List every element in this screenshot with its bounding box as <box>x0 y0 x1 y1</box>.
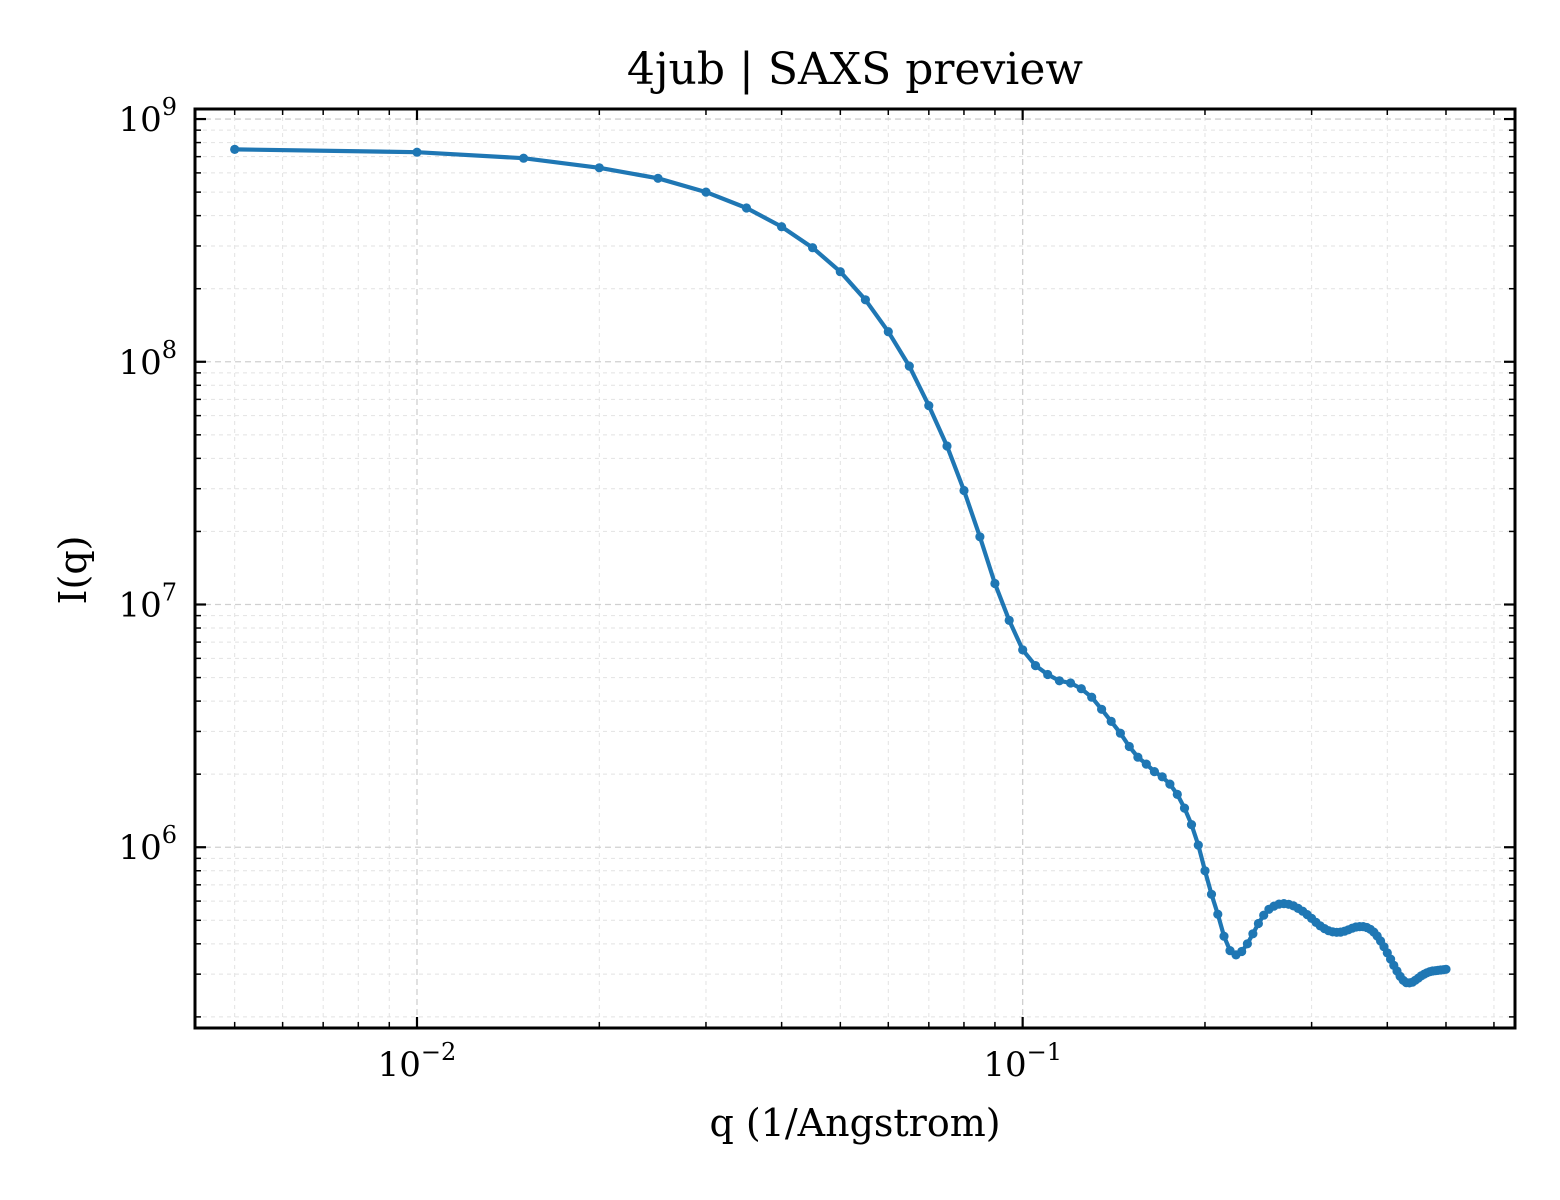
data-point <box>959 485 969 496</box>
data-point <box>1115 728 1125 738</box>
y-axis-label: I(q) <box>51 536 95 605</box>
data-point <box>1253 918 1263 929</box>
data-point <box>1157 772 1167 782</box>
major-grid <box>195 109 1515 1028</box>
data-point <box>1165 779 1175 789</box>
data-point <box>1441 964 1451 974</box>
data-point <box>1200 866 1210 876</box>
data-point <box>1054 676 1064 686</box>
y-tick-label: 109 <box>118 93 177 140</box>
data-point <box>1172 789 1182 800</box>
tick-labels: 10−2 10−1 106 107 108 109 <box>118 93 1062 1085</box>
data-point <box>1133 752 1143 762</box>
axis-ticks <box>195 109 1515 1028</box>
data-point <box>1043 669 1053 680</box>
data-point <box>975 532 985 542</box>
data-point <box>904 361 914 371</box>
data-point <box>1259 910 1269 920</box>
data-point <box>1106 716 1116 727</box>
data-point <box>741 203 752 213</box>
data-point <box>1141 759 1151 769</box>
data-point <box>942 441 952 451</box>
chart-title: 4jub | SAXS preview <box>627 44 1084 95</box>
data-point <box>1087 692 1097 702</box>
data-point <box>701 187 711 197</box>
data-point <box>230 144 240 154</box>
data-point <box>1248 929 1258 939</box>
x-tick-label: 10−2 <box>378 1038 457 1085</box>
data-point <box>1186 820 1197 830</box>
data-point <box>1004 615 1014 626</box>
data-point <box>1213 909 1223 919</box>
plot-frame <box>193 107 1517 1030</box>
data-point <box>519 153 529 163</box>
data-point <box>1124 741 1134 752</box>
data-point <box>860 295 871 305</box>
y-tick-label: 107 <box>118 579 177 626</box>
data-point <box>594 163 604 173</box>
data-point <box>924 401 934 411</box>
data-point <box>1242 939 1252 949</box>
data-point <box>1097 704 1107 714</box>
data-point <box>1193 840 1203 850</box>
y-tick-label: 108 <box>118 336 177 383</box>
data-point <box>1149 767 1159 777</box>
data-point <box>1066 678 1076 688</box>
data-point <box>653 173 663 183</box>
data-point <box>1179 803 1190 813</box>
data-point <box>1219 931 1229 941</box>
data-point <box>777 222 787 232</box>
data-point <box>1237 946 1247 957</box>
y-tick-label: 106 <box>118 821 177 868</box>
x-axis-label: q (1/Angstrom) <box>709 1101 1000 1145</box>
data-point <box>808 243 818 253</box>
data-point <box>412 147 422 157</box>
data-point <box>1076 684 1086 694</box>
data-point <box>1206 889 1217 899</box>
data-point <box>990 578 1000 589</box>
data-point <box>1030 661 1041 671</box>
data-point <box>1018 645 1028 655</box>
data-point <box>835 267 845 277</box>
series-layer <box>230 144 1451 988</box>
x-tick-label: 10−1 <box>983 1038 1062 1085</box>
data-point <box>883 327 893 337</box>
minor-grid <box>195 109 1515 1028</box>
